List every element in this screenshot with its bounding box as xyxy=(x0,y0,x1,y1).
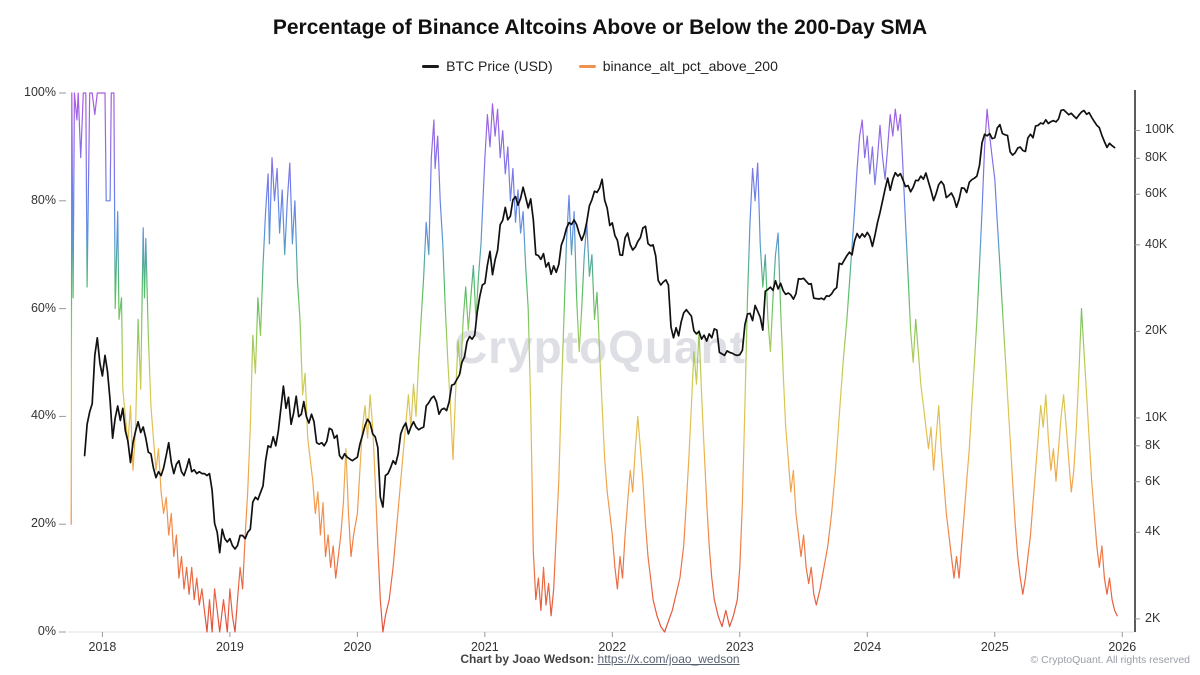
y-right-tick-8K: 8K xyxy=(1145,437,1161,452)
alt-line-swatch-icon xyxy=(578,64,596,68)
y-right-tick-4K: 4K xyxy=(1145,524,1161,539)
y-left-tick-20: 20% xyxy=(30,516,56,531)
y-right-tick-80K: 80K xyxy=(1145,150,1168,165)
legend-label-btc: BTC Price (USD) xyxy=(446,58,553,74)
x-tick-2022: 2022 xyxy=(598,640,627,654)
x-tick-2020: 2020 xyxy=(343,640,372,654)
x-tick-2019: 2019 xyxy=(215,640,244,654)
btc-price-line[interactable] xyxy=(83,108,1116,554)
chart-legend: BTC Price (USD) binance_alt_pct_above_20… xyxy=(0,58,1200,74)
y-right-tick-20K: 20K xyxy=(1145,323,1168,338)
alt-pct-line[interactable] xyxy=(70,92,1118,633)
y-right-tick-6K: 6K xyxy=(1145,473,1161,488)
x-tick-2018: 2018 xyxy=(88,640,117,654)
btc-line-swatch-icon xyxy=(422,64,440,68)
y-left-tick-80: 80% xyxy=(30,192,56,207)
legend-label-alt: binance_alt_pct_above_200 xyxy=(602,58,778,74)
y-left-tick-40: 40% xyxy=(30,408,56,423)
y-right-tick-100K: 100K xyxy=(1145,122,1175,137)
credit-label: Chart by Joao Wedson: xyxy=(460,652,595,666)
x-tick-2023: 2023 xyxy=(725,640,754,654)
copyright-text: © CryptoQuant. All rights reserved xyxy=(1030,654,1190,666)
x-tick-2026: 2026 xyxy=(1108,640,1137,654)
y-right-tick-10K: 10K xyxy=(1145,409,1168,424)
y-left-tick-0: 0% xyxy=(37,624,56,638)
author-credit: Chart by Joao Wedson: https://x.com/joao… xyxy=(0,652,1200,666)
chart-title: Percentage of Binance Altcoins Above or … xyxy=(272,16,928,39)
y-left-tick-60: 60% xyxy=(30,300,56,315)
x-tick-2021: 2021 xyxy=(470,640,499,654)
credit-link[interactable]: https://x.com/joao_wedson xyxy=(597,652,740,666)
y-left-tick-100: 100% xyxy=(24,85,56,99)
y-right-tick-60K: 60K xyxy=(1145,186,1168,201)
x-tick-2025: 2025 xyxy=(980,640,1009,654)
legend-item-btc-price[interactable]: BTC Price (USD) xyxy=(422,58,553,74)
legend-item-alt-pct[interactable]: binance_alt_pct_above_200 xyxy=(578,58,778,74)
y-right-tick-2K: 2K xyxy=(1145,610,1161,625)
y-right-tick-40K: 40K xyxy=(1145,236,1168,251)
x-tick-2024: 2024 xyxy=(853,640,882,654)
